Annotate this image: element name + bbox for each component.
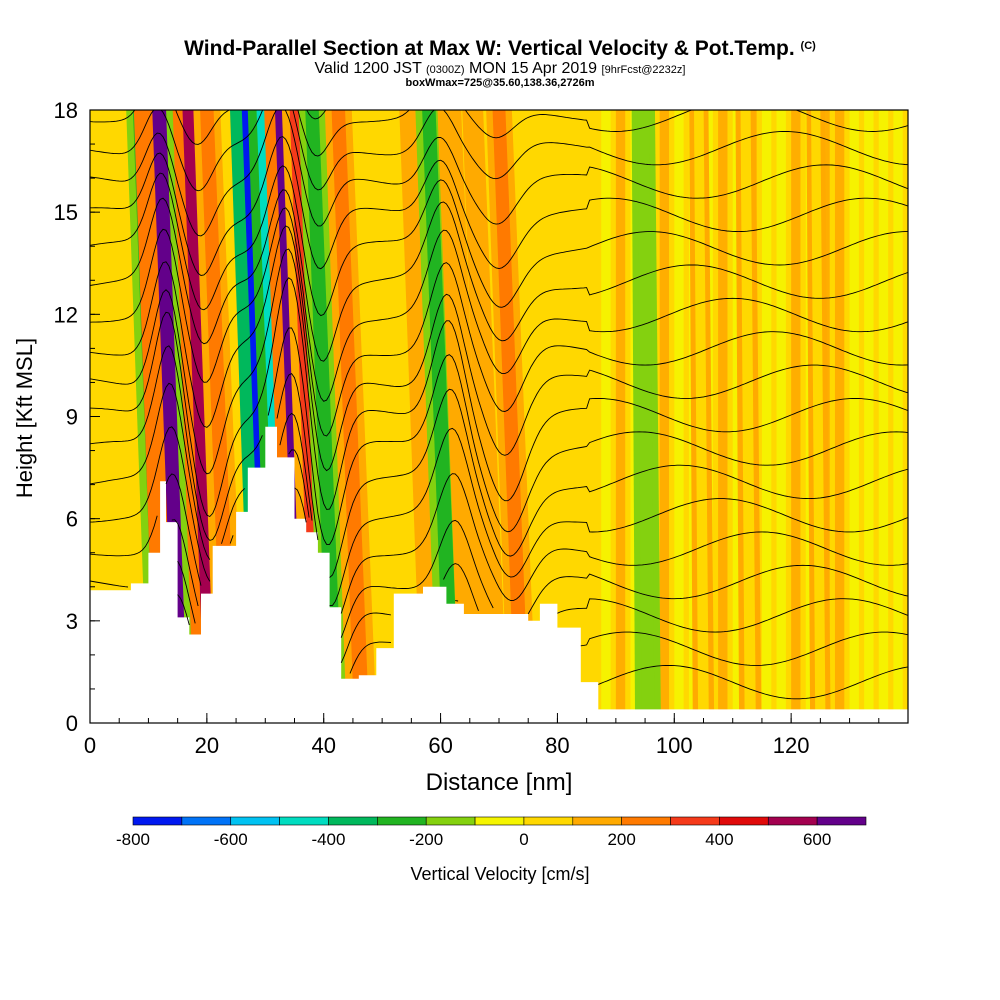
isentrope-312 (90, 248, 908, 475)
w-stripe (761, 110, 772, 723)
isentrope-304 (90, 412, 908, 606)
w-stripe (893, 110, 903, 723)
w-stripe (718, 110, 728, 723)
y-tick-label: 12 (54, 302, 78, 327)
isentrope-300 (90, 487, 908, 638)
isentrope-320 (90, 165, 908, 317)
isentrope-322 (90, 136, 908, 276)
w-stripe (791, 110, 801, 723)
isentrope-308 (90, 327, 908, 545)
valid-date: MON 15 Apr 2019 (469, 60, 598, 77)
colorbar-swatch (328, 816, 378, 826)
colorbar-swatch (670, 816, 720, 826)
w-band-core (422, 110, 460, 723)
isentrope-294 (598, 664, 908, 700)
copyright-mark: (C) (800, 40, 816, 52)
colorbar-swatch (377, 816, 427, 826)
colorbar-swatch (523, 816, 574, 826)
x-tick-label: 40 (311, 733, 335, 758)
y-tick-label: 18 (54, 98, 78, 123)
y-tick-label: 0 (66, 711, 78, 736)
isentrope-316 (90, 207, 908, 402)
x-axis-label: Distance [nm] (426, 769, 573, 796)
w-band-core (694, 110, 709, 723)
w-stripe (776, 110, 786, 723)
forecast-info: [9hrFcst@2232z] (601, 64, 686, 76)
y-tick-label: 9 (66, 405, 78, 430)
colorbar-swatch (181, 816, 232, 826)
w-stripe (878, 110, 889, 723)
x-tick-label: 100 (656, 733, 693, 758)
isentrope-310 (90, 277, 908, 518)
valid-utc: (0300Z) (426, 64, 465, 76)
w-band-core (811, 110, 826, 723)
colorbar-swatch (425, 816, 476, 826)
colorbar-tick-label: -600 (214, 830, 248, 849)
y-axis-label: Height [Kft MSL] (12, 338, 37, 498)
colorbar-tick-label: -400 (311, 830, 345, 849)
w-stripe (849, 110, 859, 723)
x-tick-label: 80 (545, 733, 569, 758)
isentrope-314 (90, 225, 908, 437)
x-tick-label: 20 (195, 733, 219, 758)
x-tick-label: 0 (84, 733, 96, 758)
isentrope-326 (90, 110, 908, 192)
w-band-core (467, 110, 502, 723)
colorbar-swatch (132, 816, 183, 826)
colorbar-swatch (816, 816, 867, 826)
w-band-core (637, 110, 655, 723)
chart-title: Wind-Parallel Section at Max W: Vertical… (0, 37, 1000, 61)
colorbar-swatch (572, 816, 622, 826)
w-stripe (615, 110, 626, 723)
isentrope-298 (177, 560, 908, 663)
isentrope-318 (90, 189, 908, 362)
isentrope-324 (90, 110, 908, 237)
x-tick-label: 60 (428, 733, 452, 758)
w-stripe (864, 110, 874, 723)
colorbar-tick-label: 400 (705, 830, 733, 849)
colorbar-swatch (474, 816, 525, 826)
colorbar-tick-label: 200 (607, 830, 635, 849)
colorbar-swatch (719, 816, 769, 826)
y-tick-label: 3 (66, 609, 78, 634)
isentrope-302 (90, 449, 908, 614)
w-stripe (834, 110, 845, 723)
box-wmax-info: boxWmax=725@35.60,138.36,2726m (405, 77, 595, 89)
isentrope-296 (177, 594, 908, 674)
isentrope-306 (90, 373, 908, 578)
terrain-mask (90, 426, 908, 723)
colorbar-tick-label: -200 (409, 830, 443, 849)
y-tick-label: 15 (54, 200, 78, 225)
colorbar-tick-label: -800 (116, 830, 150, 849)
colorbar-swatch (621, 816, 671, 826)
colorbar-swatch (767, 816, 818, 826)
x-tick-label: 120 (773, 733, 810, 758)
colorbar-tick-label: 600 (803, 830, 831, 849)
w-band-core (331, 110, 370, 723)
valid-time: Valid 1200 JST (314, 60, 422, 77)
w-stripe (674, 110, 684, 723)
w-band-core (443, 110, 480, 723)
title-text: Wind-Parallel Section at Max W: Vertical… (184, 37, 795, 60)
colorbar-tick-label: 0 (519, 830, 528, 849)
w-band-core (740, 110, 756, 723)
colorbar-swatch (279, 816, 329, 826)
w-stripe (601, 110, 611, 723)
valid-time-line: Valid 1200 JST (0300Z) MON 15 Apr 2019 [… (0, 60, 1000, 78)
colorbar-label: Vertical Velocity [cm/s] (410, 864, 589, 884)
colorbar-swatch (230, 816, 280, 826)
y-tick-label: 6 (66, 507, 78, 532)
isentrope-328 (90, 110, 908, 157)
